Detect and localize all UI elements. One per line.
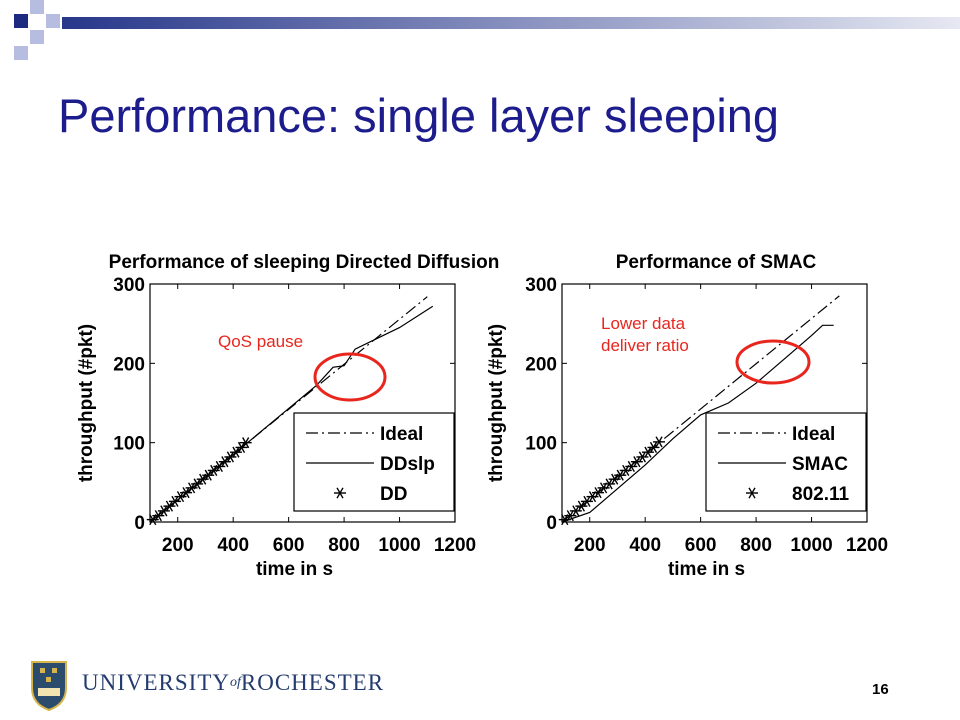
x-axis-label: time in s — [256, 559, 333, 580]
y-axis-label: throughput (#pkt) — [76, 324, 97, 482]
data-point-star — [168, 495, 181, 507]
series-line-ideal — [149, 296, 428, 523]
x-tick-label: 400 — [629, 535, 661, 556]
data-point-star — [235, 441, 248, 453]
x-tick-label: 400 — [217, 535, 249, 556]
plot-frame — [561, 283, 868, 523]
legend-label: Ideal — [792, 424, 835, 445]
x-tick-label: 800 — [740, 535, 772, 556]
annotation-text: Lower data — [601, 314, 686, 333]
header-square-light — [30, 30, 44, 44]
x-tick-label: 800 — [328, 535, 360, 556]
chart-sleeping-directed-diffusion: Performance of sleeping Directed Diffusi… — [76, 252, 499, 580]
chart-title: Performance of sleeping Directed Diffusi… — [109, 252, 500, 273]
data-point-star — [213, 460, 226, 473]
data-point-star — [592, 487, 605, 499]
series-line-ddslp — [149, 305, 434, 523]
plot-frame — [149, 283, 456, 523]
y-tick-label: 100 — [113, 434, 145, 455]
data-point-star — [191, 478, 204, 490]
slide-title: Performance: single layer sleeping — [58, 89, 780, 142]
data-point-star — [152, 510, 165, 522]
annotation-ellipse — [313, 352, 387, 402]
x-tick-label: 1200 — [846, 535, 888, 556]
y-tick-label: 200 — [113, 354, 145, 375]
chart-smac: Performance of SMAC 200 400 600 800 1000 1200 0… — [486, 252, 888, 580]
legend-label: SMAC — [792, 454, 848, 475]
legend-label: DDslp — [380, 454, 435, 475]
x-tick-label: 1000 — [790, 535, 832, 556]
x-tick-label: 1200 — [434, 535, 476, 556]
x-tick-label: 200 — [162, 535, 194, 556]
data-point-star — [641, 446, 654, 458]
legend-marker-star — [746, 487, 758, 499]
data-point-star — [580, 495, 593, 507]
header-bar — [62, 17, 960, 29]
x-tick-label: 600 — [685, 535, 717, 556]
univ-of: of — [230, 675, 241, 690]
data-point-star — [569, 505, 582, 517]
y-tick-label: 0 — [546, 513, 557, 534]
header-square-light — [46, 14, 60, 28]
university-seal-icon — [31, 661, 67, 712]
chart-title: Performance of SMAC — [616, 252, 817, 273]
data-point-star — [653, 436, 666, 448]
legend-label: DD — [380, 484, 407, 505]
chart-legend: Ideal DDslp DD — [293, 412, 455, 512]
university-wordmark: UNIVERSITYofROCHESTER — [82, 670, 384, 696]
univ-b: ROCHESTER — [240, 670, 385, 695]
data-point-star — [603, 478, 616, 490]
y-tick-label: 0 — [134, 513, 145, 534]
data-point-star — [625, 460, 638, 473]
y-tick-label: 100 — [525, 434, 557, 455]
data-point-star — [575, 500, 588, 512]
data-point-star — [564, 510, 577, 522]
header-square-light — [30, 0, 44, 14]
x-axis-label: time in s — [668, 559, 745, 580]
header-square-dark — [14, 14, 28, 28]
series-line-smac — [561, 324, 834, 523]
annotation-text: deliver ratio — [601, 336, 689, 355]
data-point-star — [163, 500, 176, 512]
data-point-star — [239, 437, 252, 449]
y-axis-label: throughput (#pkt) — [486, 324, 507, 482]
legend-marker-star — [334, 487, 346, 499]
chart-legend: Ideal SMAC 802.11 — [705, 412, 867, 512]
x-tick-label: 1000 — [378, 535, 420, 556]
univ-a: UNIVERSITY — [82, 670, 230, 695]
series-line-ideal — [561, 295, 840, 523]
data-point-star — [218, 456, 231, 468]
data-point-star — [224, 451, 237, 463]
x-tick-label: 600 — [273, 535, 305, 556]
legend-label: Ideal — [380, 424, 423, 445]
data-point-star — [647, 441, 660, 453]
data-point-star — [202, 469, 215, 481]
annotation-text: QoS pause — [218, 332, 303, 351]
data-point-star — [180, 487, 193, 499]
y-tick-label: 300 — [525, 275, 557, 296]
annotation-ellipse — [735, 339, 811, 385]
data-point-star — [614, 469, 627, 481]
page-number: 16 — [872, 681, 889, 698]
data-point-star — [157, 505, 170, 517]
legend-box — [705, 412, 867, 512]
x-tick-label: 200 — [574, 535, 606, 556]
legend-label: 802.11 — [792, 484, 849, 505]
legend-box — [293, 412, 455, 512]
header-square-light — [14, 46, 28, 60]
data-point-star — [630, 456, 643, 468]
y-tick-label: 200 — [525, 354, 557, 375]
data-point-star — [636, 451, 649, 463]
data-point-star — [229, 446, 242, 458]
y-tick-label: 300 — [113, 275, 145, 296]
